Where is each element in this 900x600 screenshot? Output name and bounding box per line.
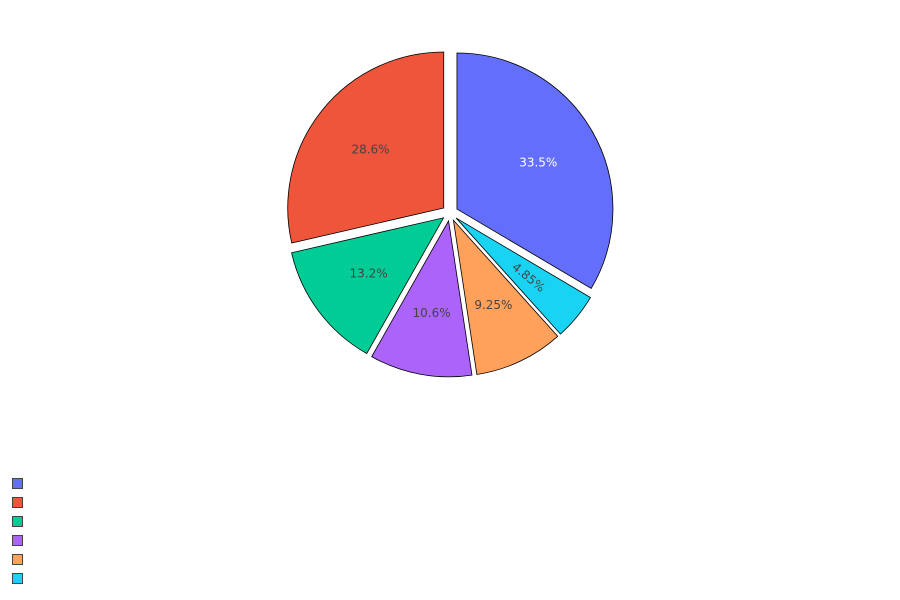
- pie-slice-1[interactable]: [455, 217, 592, 335]
- legend-swatch-0: [12, 478, 23, 489]
- pie-slice-3[interactable]: [371, 219, 473, 378]
- pie-slice-4[interactable]: [291, 217, 445, 355]
- legend-item-1[interactable]: [12, 493, 52, 512]
- slice-label-3: 10.6%: [413, 306, 451, 320]
- legend-swatch-1: [12, 497, 23, 508]
- legend-swatch-3: [12, 535, 23, 546]
- legend-swatch-5: [12, 573, 23, 584]
- legend-item-5[interactable]: [12, 569, 52, 588]
- slice-label-2: 9.25%: [474, 298, 512, 312]
- pie-slice-5[interactable]: [287, 51, 445, 244]
- pie-slice-0[interactable]: [456, 52, 614, 289]
- slice-label-4: 13.2%: [349, 267, 387, 281]
- slice-label-5: 28.6%: [351, 143, 389, 157]
- legend-item-4[interactable]: [12, 550, 52, 569]
- legend-item-0[interactable]: [12, 474, 52, 493]
- legend-swatch-4: [12, 554, 23, 565]
- slice-label-0: 33.5%: [519, 156, 557, 170]
- legend-swatch-2: [12, 516, 23, 527]
- legend-item-2[interactable]: [12, 512, 52, 531]
- legend-item-3[interactable]: [12, 531, 52, 550]
- legend: [12, 474, 52, 588]
- pie-slice-2[interactable]: [452, 218, 559, 375]
